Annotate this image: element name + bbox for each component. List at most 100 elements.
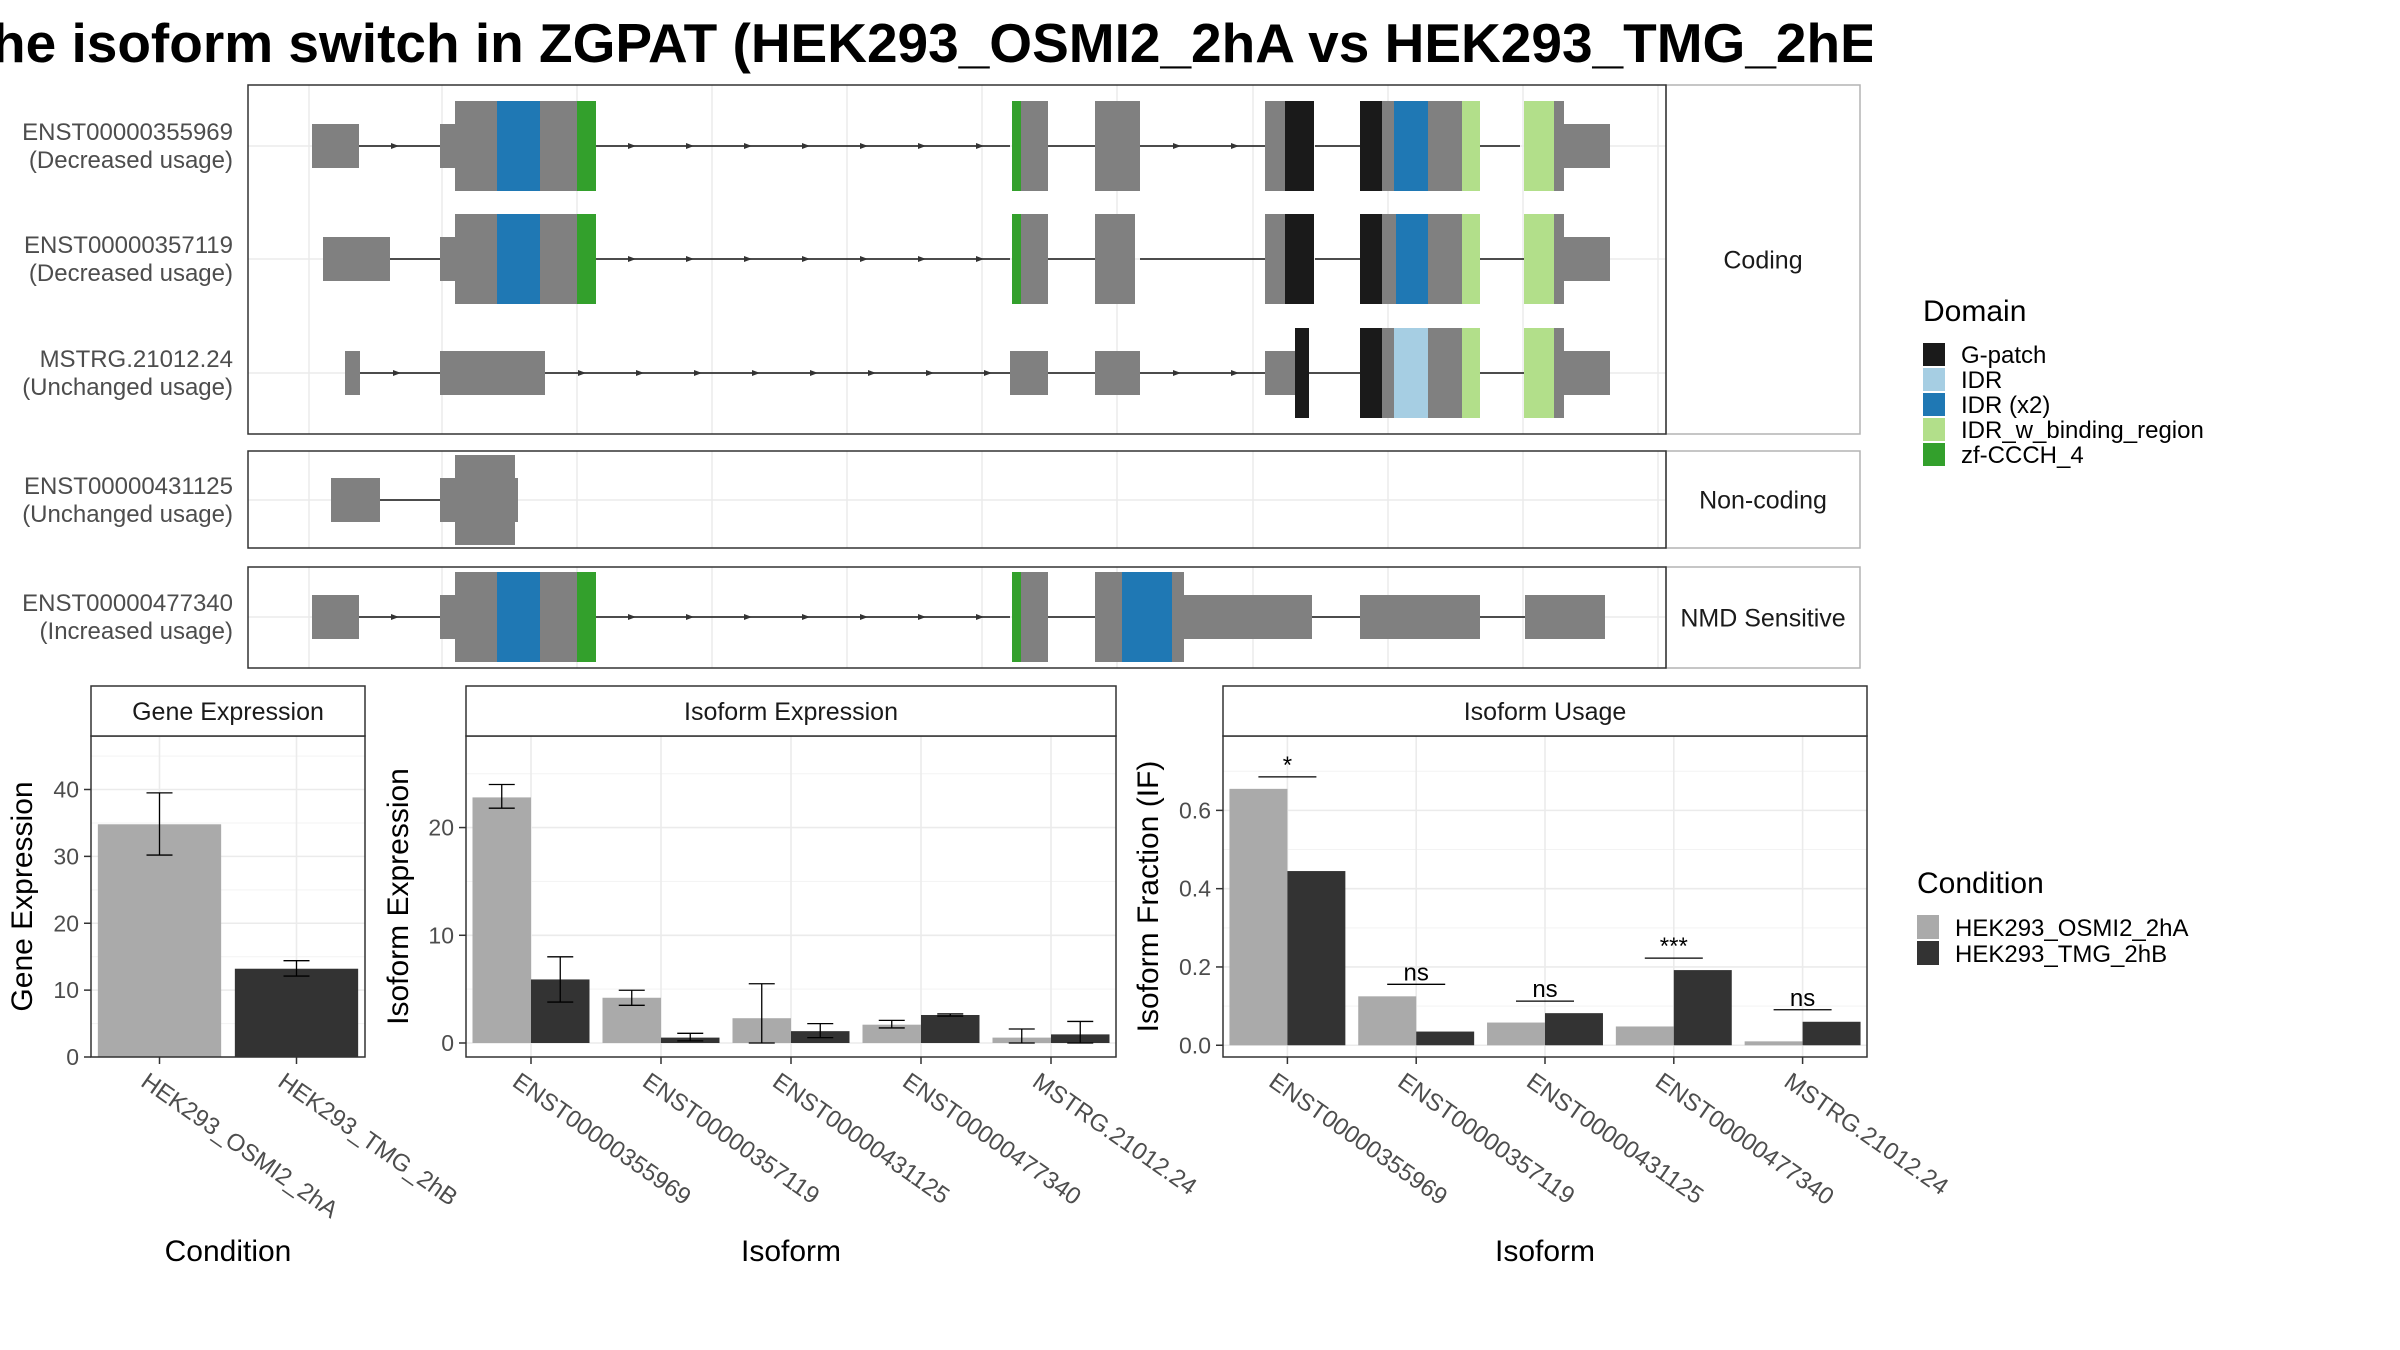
intron-arrow: [918, 614, 926, 620]
y-axis-title: Isoform Expression: [382, 768, 415, 1025]
significance-label: ns: [1790, 985, 1815, 1012]
legend-label: G-patch: [1961, 342, 2046, 369]
domain-IDR (x2): [497, 101, 540, 191]
domain-IDR_w_binding_region: [1462, 214, 1480, 304]
exon: [1021, 214, 1048, 304]
intron-arrow: [578, 370, 586, 376]
condition-legend-title: Condition: [1917, 867, 2044, 900]
domain-IDR_w_binding_region: [1462, 328, 1480, 418]
intron-arrow: [984, 370, 992, 376]
facet-label-0: Coding: [1723, 247, 1802, 275]
intron-arrow: [868, 370, 876, 376]
exon: [1021, 572, 1048, 662]
bar: [1744, 1041, 1803, 1046]
intron-arrow: [802, 256, 810, 262]
intron-arrow: [918, 143, 926, 149]
y-tick-label: 10: [428, 922, 454, 948]
exon: [440, 595, 455, 639]
y-axis-title: Gene Expression: [6, 781, 39, 1011]
intron-arrow: [752, 370, 760, 376]
exon: [440, 124, 455, 168]
exon: [1265, 351, 1295, 395]
intron-arrow: [1173, 370, 1181, 376]
structure-panel-border: [247, 84, 1667, 435]
intron-arrow: [976, 256, 984, 262]
facet-strip: [90, 685, 366, 737]
exon: [331, 478, 380, 522]
y-tick-label: 20: [53, 910, 79, 936]
domain-G-patch: [1285, 214, 1314, 304]
exon: [455, 455, 515, 545]
bar: [1416, 1031, 1475, 1046]
facet-label-1: Non-coding: [1699, 487, 1827, 515]
chart-title: Isoform Usage: [1464, 698, 1627, 726]
intron-arrow: [744, 256, 752, 262]
legend-key-IDR: [1923, 368, 1945, 391]
intron-arrow: [802, 614, 810, 620]
exon: [455, 101, 497, 191]
legend-key-HEK293_OSMI2_2hA: [1917, 915, 1939, 939]
bar: [1615, 1026, 1674, 1046]
exon: [455, 214, 497, 304]
bar: [1229, 788, 1288, 1046]
domain-IDR_w_binding_region: [1462, 101, 1480, 191]
legend-label: IDR_w_binding_region: [1961, 417, 2204, 444]
transcript-name: ENST00000477340: [22, 590, 233, 617]
domain-IDR: [1394, 328, 1428, 418]
intron-arrow: [628, 143, 636, 149]
intron-arrow: [391, 614, 399, 620]
domain-zf-CCCH_4: [577, 101, 596, 191]
transcript-name: ENST00000355969: [22, 119, 233, 146]
exon: [1564, 351, 1610, 395]
legend-label: IDR (x2): [1961, 392, 2050, 419]
significance-label: ns: [1532, 976, 1557, 1003]
exon: [1525, 595, 1605, 639]
transcript-usage: (Unchanged usage): [22, 374, 233, 401]
transcript-structure-plot: Coding Non-coding NMD Sensitive ENST0000035…: [22, 84, 1861, 669]
domain-IDR (x2): [497, 572, 540, 662]
exon: [1382, 328, 1394, 418]
exon: [312, 595, 359, 639]
facet-strip: [1665, 84, 1861, 435]
intron-arrow: [926, 370, 934, 376]
intron-arrow: [976, 614, 984, 620]
bar: [234, 968, 359, 1057]
bar: [1358, 996, 1417, 1046]
structure-panel-border: [247, 566, 1667, 669]
domain-zf-CCCH_4: [1012, 572, 1021, 662]
bar: [472, 797, 531, 1043]
exon: [1095, 572, 1122, 662]
intron-arrow: [636, 370, 644, 376]
exon: [1428, 101, 1462, 191]
exon: [540, 214, 577, 304]
exon: [312, 124, 359, 168]
legend-key-IDR (x2): [1923, 393, 1945, 416]
intron-arrow: [860, 614, 868, 620]
legend-label: zf-CCCH_4: [1961, 442, 2084, 469]
domain-G-patch: [1360, 328, 1382, 418]
intron-arrow: [810, 370, 818, 376]
y-tick-label: 40: [53, 777, 79, 803]
facet-strip: [1222, 685, 1868, 737]
intron-arrow: [628, 614, 636, 620]
transcript-name: ENST00000431125: [24, 473, 233, 500]
transcript-usage: (Increased usage): [40, 618, 233, 645]
transcript-usage: (Decreased usage): [29, 260, 233, 287]
bar: [921, 1014, 980, 1043]
exon: [540, 101, 577, 191]
exon: [323, 237, 390, 281]
y-tick-label: 20: [428, 815, 454, 841]
exon: [1564, 237, 1610, 281]
exon: [1265, 101, 1285, 191]
exon: [1172, 572, 1184, 662]
facet-label-2: NMD Sensitive: [1680, 605, 1845, 633]
domain-legend-title: Domain: [1923, 295, 2026, 328]
y-tick-label: 10: [53, 977, 79, 1003]
exon: [1021, 101, 1048, 191]
legend-key-G-patch: [1923, 343, 1945, 366]
intron-arrow: [744, 143, 752, 149]
legend-key-zf-CCCH_4: [1923, 443, 1945, 466]
x-axis-title: Condition: [165, 1235, 292, 1268]
intron-arrow: [686, 256, 694, 262]
